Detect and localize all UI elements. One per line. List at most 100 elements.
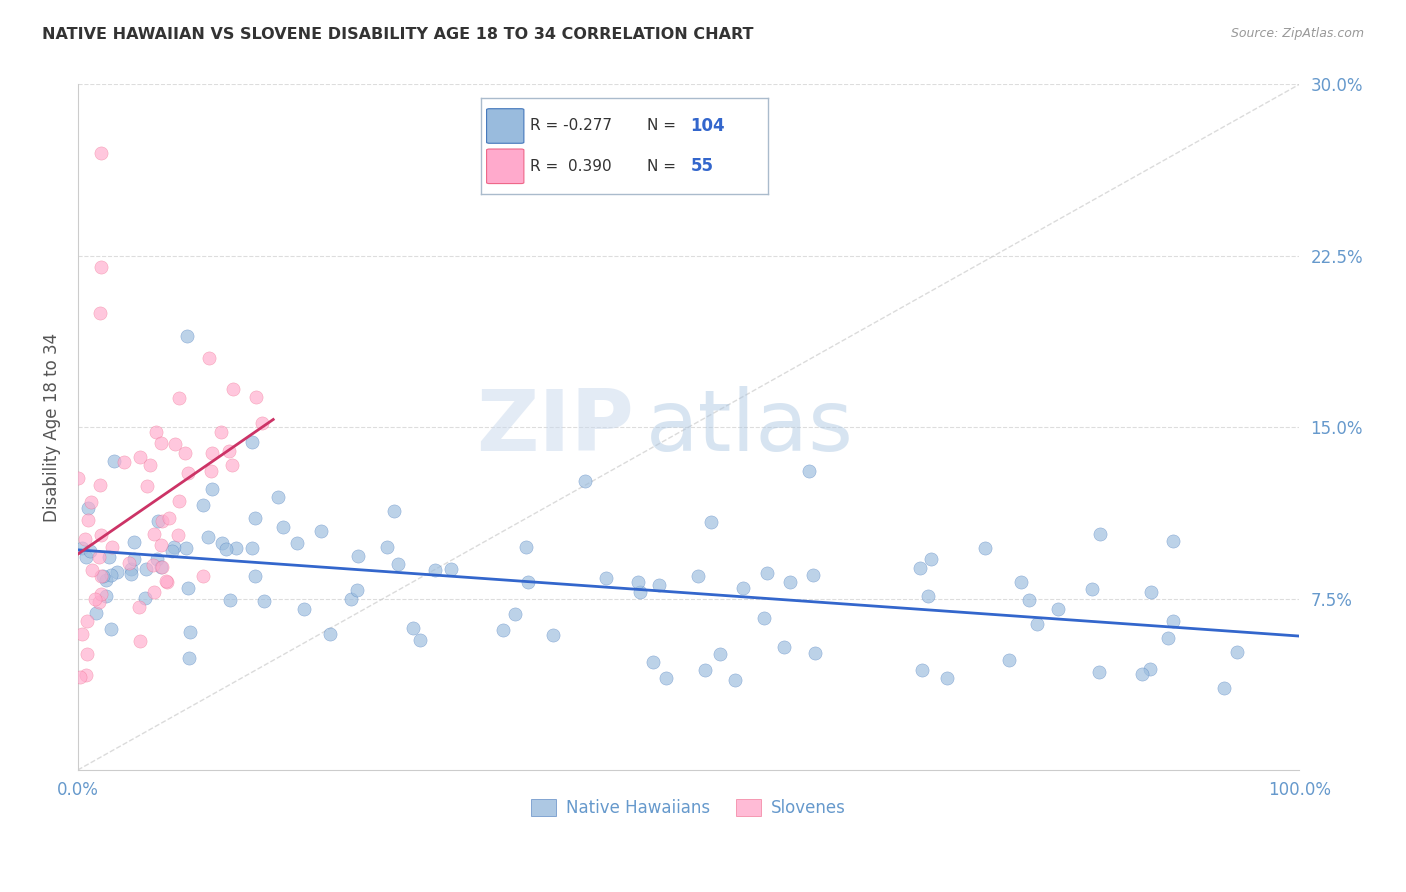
Point — [240, 541, 263, 555]
Point — [409, 633, 432, 648]
Point — [76, 647, 98, 661]
Point — [155, 575, 177, 590]
Point — [89, 477, 111, 491]
Point — [935, 671, 957, 685]
Point — [176, 541, 198, 555]
Point — [733, 581, 755, 595]
Point — [87, 549, 110, 564]
Point — [309, 524, 332, 539]
Point — [911, 663, 934, 677]
Point — [319, 627, 342, 641]
Point — [120, 567, 142, 582]
Point — [245, 510, 267, 524]
Point — [117, 556, 139, 570]
Point — [139, 458, 162, 472]
Point — [402, 621, 425, 635]
Point — [1081, 582, 1104, 597]
Point — [1088, 527, 1111, 541]
Point — [146, 551, 169, 566]
Point — [801, 568, 824, 582]
Point — [773, 640, 796, 654]
Point — [90, 569, 112, 583]
Point — [87, 594, 110, 608]
Point — [149, 538, 172, 552]
Point — [215, 541, 238, 556]
Point — [1047, 602, 1070, 616]
Point — [167, 391, 190, 405]
Point — [340, 591, 363, 606]
Point — [201, 445, 224, 459]
Point — [779, 575, 801, 590]
Point — [167, 528, 190, 542]
Point — [100, 568, 122, 582]
Point — [191, 498, 214, 512]
Point — [148, 514, 170, 528]
Point — [167, 493, 190, 508]
Point — [211, 536, 233, 550]
Point — [503, 607, 526, 621]
Point — [517, 574, 540, 589]
Point — [90, 146, 112, 161]
Point — [75, 668, 97, 682]
Point — [292, 602, 315, 616]
Point — [245, 391, 267, 405]
Point — [193, 569, 215, 583]
Point — [70, 626, 93, 640]
Text: Source: ZipAtlas.com: Source: ZipAtlas.com — [1230, 27, 1364, 40]
Point — [122, 535, 145, 549]
Point — [177, 581, 200, 595]
Point — [155, 574, 177, 589]
Point — [425, 563, 447, 577]
Point — [1139, 585, 1161, 599]
Point — [700, 516, 723, 530]
Text: ZIP: ZIP — [475, 385, 634, 468]
Point — [346, 582, 368, 597]
Point — [492, 624, 515, 638]
Point — [142, 585, 165, 599]
Point — [77, 500, 100, 515]
Point — [998, 653, 1021, 667]
Point — [387, 557, 409, 571]
Point — [1130, 666, 1153, 681]
Point — [1088, 665, 1111, 680]
Point — [70, 541, 93, 556]
Point — [267, 491, 290, 505]
Point — [1212, 681, 1234, 695]
Point — [695, 664, 717, 678]
Point — [222, 382, 245, 396]
Point — [129, 450, 152, 465]
Point — [177, 650, 200, 665]
Point — [142, 558, 165, 572]
Point — [917, 589, 939, 603]
Point — [98, 549, 121, 564]
Point — [1025, 617, 1047, 632]
Point — [90, 587, 112, 601]
Point — [200, 464, 222, 478]
Point — [96, 589, 118, 603]
Point — [252, 416, 274, 430]
Point — [128, 634, 150, 648]
Point — [135, 562, 157, 576]
Point — [128, 599, 150, 614]
Point — [201, 482, 224, 496]
Point — [177, 467, 200, 481]
Point — [655, 671, 678, 685]
Point — [595, 571, 617, 585]
Point — [100, 622, 122, 636]
Text: atlas: atlas — [645, 385, 853, 468]
Point — [96, 574, 118, 588]
Point — [574, 474, 596, 488]
Point — [641, 656, 664, 670]
Point — [83, 591, 105, 606]
Y-axis label: Disability Age 18 to 34: Disability Age 18 to 34 — [44, 333, 60, 522]
Point — [173, 446, 195, 460]
Point — [253, 594, 276, 608]
Point — [89, 306, 111, 320]
Point — [84, 606, 107, 620]
Point — [157, 511, 180, 525]
Point — [1010, 574, 1032, 589]
Point — [1161, 614, 1184, 628]
Point — [163, 540, 186, 554]
Point — [1018, 592, 1040, 607]
Point — [910, 560, 932, 574]
